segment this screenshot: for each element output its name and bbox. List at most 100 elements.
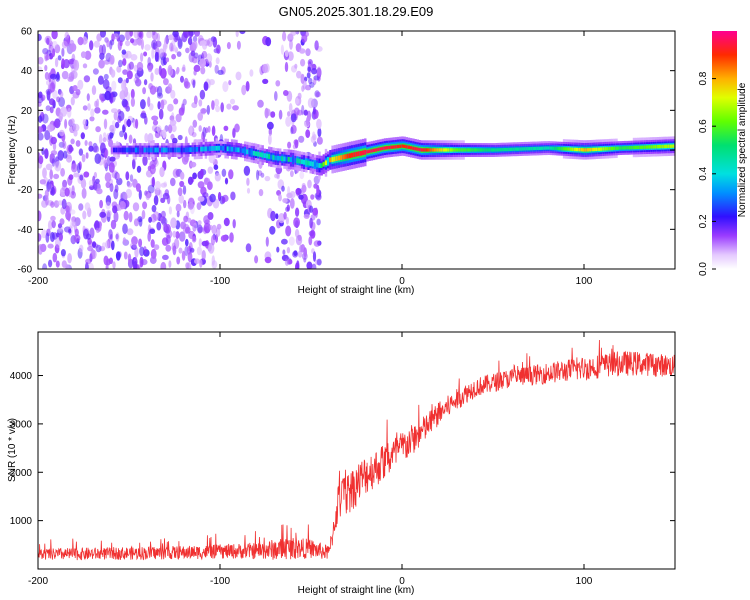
spectrogram-cell xyxy=(163,147,166,153)
spectrogram-speckle xyxy=(93,40,100,48)
spectrogram-speckle xyxy=(123,210,129,221)
spectrogram-speckle xyxy=(162,254,169,260)
spectrogram-speckle xyxy=(114,121,120,129)
spectrogram-speckle xyxy=(184,81,191,89)
spectrogram-speckle xyxy=(92,175,96,187)
spectrogram-speckle xyxy=(87,103,91,111)
spectrogram-speckle xyxy=(208,79,215,86)
spectrogram-cell xyxy=(431,148,435,152)
spectrogram-speckle xyxy=(80,132,86,140)
spectrogram-speckle xyxy=(290,113,297,123)
spectrogram-speckle xyxy=(140,52,144,62)
spectrogram-cell xyxy=(276,155,280,161)
spectrogram-speckle xyxy=(221,196,226,204)
spectrogram-speckle xyxy=(157,101,161,110)
spectrogram-speckle xyxy=(127,253,132,264)
spectrogram-speckle xyxy=(211,224,217,235)
spectrogram-speckle xyxy=(287,258,293,265)
spectrogram-speckle xyxy=(124,50,132,59)
spectrogram-cell xyxy=(198,146,201,152)
spectrogram-speckle xyxy=(301,104,305,116)
spectrogram-speckle xyxy=(151,124,158,132)
spectrogram-speckle xyxy=(88,141,93,147)
spectrogram-speckle xyxy=(125,188,132,199)
spectrogram-cell xyxy=(661,144,664,149)
spectrogram-speckle xyxy=(58,112,64,121)
colorbar-tick-label: 0.8 xyxy=(698,71,709,85)
spectrogram-speckle xyxy=(269,225,276,235)
spectrogram-speckle xyxy=(38,95,44,104)
spectrogram-speckle xyxy=(133,261,138,269)
spectrogram-speckle xyxy=(243,165,251,176)
spectrogram-speckle xyxy=(53,173,60,180)
spectrogram-speckle xyxy=(58,233,64,241)
spectrogram-cell xyxy=(300,159,304,165)
spectrogram-xlabel: Height of straight line (km) xyxy=(298,285,415,296)
spectrogram-cell xyxy=(147,147,151,153)
spectrogram-speckle xyxy=(96,188,103,195)
spectrogram-speckle xyxy=(105,263,109,269)
spectrogram-speckle xyxy=(141,209,146,220)
spectrogram-cell xyxy=(420,148,424,152)
snr-ytick-label: 2000 xyxy=(10,468,33,479)
spectrogram-cell xyxy=(648,145,651,149)
spectrogram-speckle xyxy=(274,91,278,101)
spectrogram-speckle xyxy=(285,206,290,212)
spectrogram-cell xyxy=(259,152,262,157)
spectrogram-cell xyxy=(268,154,271,159)
spectrogram-cell xyxy=(429,148,433,152)
spectrogram-cell xyxy=(246,149,249,155)
spectrogram-cell xyxy=(193,147,197,152)
spectrogram-speckle xyxy=(270,111,276,118)
spectrogram-speckle xyxy=(105,195,112,206)
spectrogram-speckle xyxy=(215,227,221,237)
spectrogram-cell xyxy=(298,158,301,164)
spectrogram-speckle xyxy=(44,189,49,198)
spectrogram-cell xyxy=(486,148,489,152)
spectrogram-speckle xyxy=(180,221,187,230)
snr-frame xyxy=(37,331,676,570)
spectrogram-cell xyxy=(158,147,162,153)
spectrogram-cell xyxy=(525,147,529,151)
spectrogram-speckle xyxy=(89,40,94,51)
spectrogram-speckle xyxy=(198,238,202,248)
spectrogram-cell xyxy=(152,147,155,153)
spectrogram-speckle xyxy=(99,211,107,218)
spectrogram-speckle xyxy=(50,231,55,243)
spectrogram-cell xyxy=(324,160,328,166)
spectrogram-speckle xyxy=(156,221,162,231)
spectrogram-speckle xyxy=(82,63,88,69)
spectrogram-cell xyxy=(628,146,631,150)
spectrogram-speckle xyxy=(305,129,311,139)
spectrogram-cell xyxy=(442,148,446,152)
spectrogram-speckle xyxy=(52,89,58,99)
snr-ytick-label: 4000 xyxy=(10,371,33,382)
spectrogram-cell xyxy=(252,150,256,156)
spectrogram-speckle xyxy=(86,93,90,102)
spectrogram-speckle xyxy=(52,252,58,263)
spectrogram-speckle xyxy=(49,169,53,180)
spectrogram-speckle xyxy=(286,192,293,199)
spectrogram-speckle xyxy=(118,110,125,121)
spectrogram-speckle xyxy=(136,165,142,173)
spectrogram-speckle xyxy=(167,103,174,112)
spectrogram-speckle xyxy=(38,109,42,115)
spectrogram-speckle xyxy=(249,69,254,77)
spectrogram-speckle xyxy=(162,43,168,50)
spectrogram-speckle xyxy=(81,154,86,163)
spectrogram-speckle xyxy=(52,40,58,48)
spectrogram-speckle xyxy=(293,217,300,228)
spectrogram-speckle xyxy=(134,72,141,80)
spectrogram-speckle xyxy=(216,44,221,54)
spectrogram-cell xyxy=(123,147,127,153)
spectrogram-cell xyxy=(307,160,310,166)
spectrogram-cell xyxy=(527,147,531,151)
spectrogram-speckle xyxy=(47,220,53,231)
spectrogram-speckle xyxy=(298,194,304,200)
spectrogram-speckle xyxy=(152,212,158,220)
spectrogram-cell xyxy=(322,161,325,167)
spectrogram-speckle xyxy=(254,255,259,264)
spectrogram-speckle xyxy=(52,48,56,58)
spectrogram-speckle xyxy=(77,36,84,46)
spectrogram-xtick-label: -200 xyxy=(28,276,48,287)
